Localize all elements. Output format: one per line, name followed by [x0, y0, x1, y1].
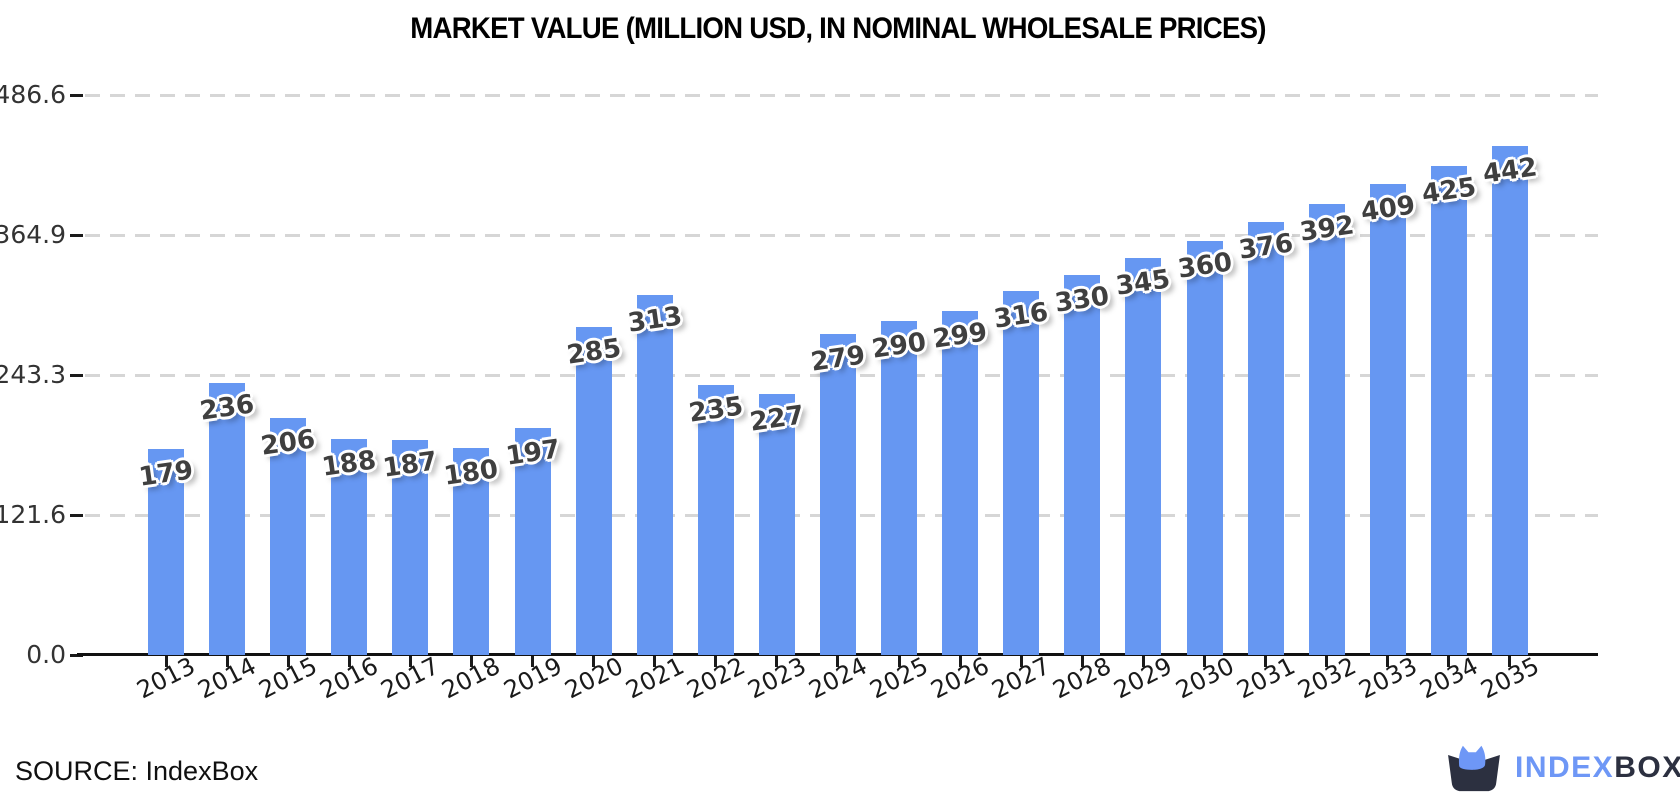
bar-value-label: 279	[809, 340, 867, 378]
logo-wordmark: INDEXBOX	[1515, 751, 1680, 785]
x-tick-mark	[897, 656, 901, 667]
y-axis-tick-label: 486.6	[0, 80, 66, 109]
y-axis-tick-label: 364.9	[0, 220, 66, 250]
bar-value-label: 392	[1297, 210, 1356, 248]
x-tick-mark	[1203, 656, 1207, 667]
cat-in-box-icon	[1448, 745, 1500, 792]
x-tick-mark	[1264, 656, 1268, 667]
bar	[209, 383, 246, 655]
x-tick-mark	[1019, 656, 1023, 667]
bar-value-label: 197	[503, 434, 562, 472]
bar	[1491, 146, 1528, 655]
x-tick-mark	[286, 656, 290, 667]
bar-value-label: 299	[931, 317, 990, 355]
y-tick-mark	[70, 373, 83, 377]
x-tick-mark	[408, 656, 412, 667]
bar	[819, 333, 856, 655]
bar	[881, 321, 918, 655]
x-tick-mark	[1386, 656, 1390, 667]
bar-value-label: 206	[259, 424, 318, 462]
x-tick-mark	[469, 656, 473, 667]
bar-value-label: 330	[1053, 281, 1112, 319]
bar-value-label: 290	[870, 327, 929, 365]
bar	[453, 447, 490, 655]
bar	[1003, 291, 1040, 655]
bar-value-label: 235	[686, 390, 745, 429]
x-tick-mark	[592, 656, 596, 667]
y-tick-mark	[70, 513, 83, 517]
bar-value-label: 360	[1175, 247, 1234, 285]
bar-value-label: 409	[1358, 190, 1417, 228]
x-tick-mark	[1080, 656, 1084, 667]
bar	[1369, 184, 1406, 655]
x-tick-mark	[1141, 656, 1145, 667]
bar	[758, 393, 795, 655]
bar-value-label: 376	[1236, 228, 1295, 266]
bar	[575, 327, 612, 655]
chart-title: MARKET VALUE (MILLION USD, IN NOMINAL WH…	[410, 12, 1266, 45]
gridline	[85, 234, 1598, 238]
y-tick-mark	[70, 93, 83, 97]
x-tick-mark	[1325, 656, 1329, 667]
bar-value-label: 188	[320, 445, 379, 483]
bar-value-label: 285	[564, 333, 623, 371]
logo-text-index: INDEX	[1515, 751, 1615, 784]
source-label: SOURCE: IndexBox	[15, 756, 259, 786]
x-tick-mark	[225, 656, 229, 667]
x-tick-mark	[1447, 656, 1451, 667]
x-tick-mark	[653, 656, 657, 667]
x-tick-mark	[714, 656, 718, 667]
bar	[270, 417, 307, 655]
bar	[697, 384, 734, 655]
bar-value-label: 187	[381, 446, 440, 484]
y-axis-tick-label: 121.6	[0, 500, 66, 530]
x-tick-mark	[836, 656, 840, 667]
bar-value-label: 425	[1419, 172, 1478, 210]
bar-value-label: 180	[442, 454, 501, 492]
bar	[1186, 240, 1223, 655]
bar	[636, 294, 673, 655]
bar	[1247, 222, 1284, 655]
x-tick-mark	[1508, 656, 1512, 667]
bar	[1308, 203, 1345, 655]
bar	[1125, 257, 1162, 655]
y-axis-tick-label: 243.3	[0, 360, 66, 389]
bar-value-label: 345	[1114, 264, 1173, 302]
bar	[148, 448, 184, 655]
y-tick-mark	[70, 233, 83, 237]
x-tick-mark	[775, 656, 779, 667]
bar	[942, 310, 979, 655]
y-tick-mark	[70, 653, 83, 657]
gridline	[85, 94, 1598, 97]
bar	[392, 439, 429, 655]
x-tick-mark	[347, 656, 351, 667]
bar-value-label: 442	[1481, 152, 1539, 190]
bar	[1064, 275, 1101, 655]
bar-value-label: 316	[992, 297, 1051, 335]
x-tick-mark	[958, 656, 962, 667]
y-axis-tick-label: 0.0	[26, 640, 66, 669]
bar-value-label: 227	[747, 400, 806, 438]
bar	[1430, 165, 1467, 655]
bar	[331, 438, 368, 655]
logo-text-box: BOX	[1614, 751, 1680, 784]
x-tick-mark	[531, 656, 535, 667]
indexbox-logo: INDEXBOX	[1446, 742, 1680, 794]
x-tick-mark	[164, 656, 168, 667]
bar-value-label: 313	[625, 301, 684, 339]
bar	[514, 428, 551, 655]
bar-value-label: 179	[137, 455, 195, 493]
bar-value-label: 236	[198, 389, 257, 428]
